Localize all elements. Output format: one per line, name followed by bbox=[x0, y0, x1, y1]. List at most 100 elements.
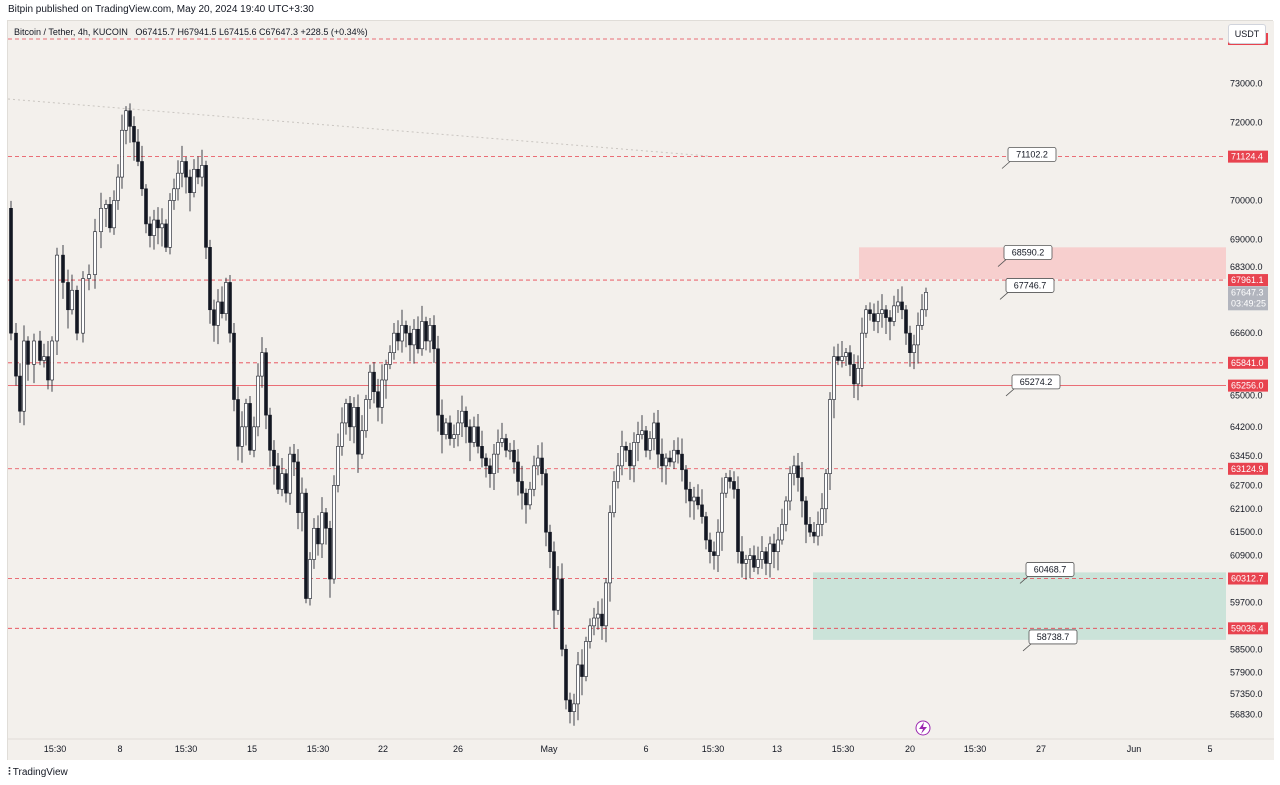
candle-up bbox=[173, 189, 176, 201]
time-axis bbox=[8, 739, 1274, 761]
candle-up bbox=[893, 306, 896, 322]
callout-pointer-2 bbox=[1000, 292, 1008, 299]
candle-up bbox=[557, 579, 560, 610]
candle-down bbox=[469, 427, 472, 443]
tradingview-logo[interactable]: ⫶ TradingView bbox=[8, 766, 68, 779]
candle-down bbox=[205, 165, 208, 247]
candle-down bbox=[325, 513, 328, 529]
callout-label-4: 60468.7 bbox=[1034, 564, 1067, 574]
candle-up bbox=[245, 403, 248, 426]
candle-down bbox=[477, 427, 480, 447]
candle-down bbox=[669, 458, 672, 462]
candle-down bbox=[157, 220, 160, 228]
candle-up bbox=[301, 493, 304, 513]
candle-up bbox=[825, 474, 828, 509]
candle-up bbox=[841, 357, 844, 361]
price-chart[interactable]: 71102.2 68590.2 67746.7 65274.2 60468.7 58738… bbox=[8, 21, 1274, 761]
candle-down bbox=[229, 282, 232, 333]
x-tick-label: 6 bbox=[643, 744, 648, 754]
candle-down bbox=[741, 552, 744, 564]
candle-down bbox=[305, 493, 308, 598]
candle-up bbox=[589, 626, 592, 642]
candle-up bbox=[717, 532, 720, 555]
callout-label-5: 58738.7 bbox=[1037, 632, 1070, 642]
candle-up bbox=[725, 478, 728, 494]
candle-down bbox=[869, 310, 872, 314]
candle-up bbox=[877, 314, 880, 322]
candle-down bbox=[62, 255, 65, 282]
callout-label-2: 67746.7 bbox=[1014, 280, 1047, 290]
candle-up bbox=[633, 442, 636, 465]
candle-up bbox=[33, 341, 36, 364]
candle-up bbox=[609, 513, 612, 583]
x-tick-label: Jun bbox=[1127, 744, 1142, 754]
candle-down bbox=[76, 290, 79, 333]
level-tag-label: 65256.0 bbox=[1231, 381, 1264, 391]
candle-down bbox=[645, 431, 648, 451]
candle-up bbox=[857, 368, 860, 384]
bar-countdown-label: 03:49:25 bbox=[1231, 298, 1266, 308]
candle-down bbox=[265, 353, 268, 415]
candle-up bbox=[281, 474, 284, 490]
candle-up bbox=[365, 400, 368, 431]
x-tick-label: 15 bbox=[247, 744, 257, 754]
candle-up bbox=[769, 544, 772, 564]
candle-down bbox=[581, 665, 584, 677]
candle-up bbox=[445, 423, 448, 435]
candle-down bbox=[67, 282, 70, 309]
x-tick-label: 15:30 bbox=[175, 744, 198, 754]
candle-up bbox=[105, 204, 108, 208]
candle-up bbox=[621, 446, 624, 466]
candle-down bbox=[545, 474, 548, 533]
candle-up bbox=[781, 524, 784, 540]
candle-down bbox=[213, 310, 216, 326]
y-tick-label: 70000.0 bbox=[1230, 196, 1263, 206]
candle-up bbox=[217, 302, 220, 325]
y-tick-label: 56830.0 bbox=[1230, 709, 1263, 719]
candle-down bbox=[329, 528, 332, 579]
candle-down bbox=[277, 466, 280, 489]
candle-up bbox=[785, 501, 788, 524]
candle-up bbox=[117, 177, 120, 200]
candle-up bbox=[369, 372, 372, 399]
candle-up bbox=[94, 232, 97, 275]
currency-button[interactable]: USDT bbox=[1228, 24, 1266, 44]
publisher-text: Bitpin published on TradingView.com, May… bbox=[8, 4, 314, 15]
candle-up bbox=[333, 485, 336, 579]
candle-up bbox=[649, 439, 652, 451]
candle-down bbox=[697, 497, 700, 505]
level-tag-label: 71124.4 bbox=[1231, 152, 1263, 162]
callout-label-3: 65274.2 bbox=[1020, 377, 1053, 387]
callout-pointer-5 bbox=[1023, 644, 1031, 651]
candle-down bbox=[849, 353, 852, 365]
candle-down bbox=[317, 528, 320, 544]
candle-up bbox=[389, 353, 392, 365]
chart-area[interactable]: 71102.2 68590.2 67746.7 65274.2 60468.7 58738… bbox=[7, 20, 1273, 760]
candle-up bbox=[861, 333, 864, 368]
candle-up bbox=[413, 329, 416, 345]
trend-line bbox=[8, 99, 708, 156]
candle-up bbox=[201, 165, 204, 177]
candle-up bbox=[253, 427, 256, 450]
candle-up bbox=[617, 466, 620, 482]
candle-up bbox=[913, 345, 916, 353]
current-price-label: 67647.3 bbox=[1231, 287, 1264, 297]
candle-down bbox=[713, 552, 716, 556]
candle-up bbox=[665, 458, 668, 466]
candle-up bbox=[509, 450, 512, 451]
candle-up bbox=[749, 556, 752, 560]
candle-down bbox=[433, 325, 436, 348]
candle-down bbox=[549, 532, 552, 552]
candle-down bbox=[813, 532, 816, 536]
level-tag-label: 67961.1 bbox=[1231, 275, 1264, 285]
tradingview-logo-icon: ⫶ bbox=[8, 766, 10, 779]
candle-down bbox=[809, 524, 812, 532]
candle-down bbox=[729, 478, 732, 482]
symbol-legend: Bitcoin / Tether, 4h, KUCOIN O67415.7 H6… bbox=[14, 27, 368, 37]
publisher-header: Bitpin published on TradingView.com, May… bbox=[0, 0, 1280, 20]
callout-label-0: 71102.2 bbox=[1016, 149, 1048, 159]
candle-up bbox=[341, 423, 344, 446]
candle-down bbox=[661, 454, 664, 466]
candle-down bbox=[397, 333, 400, 341]
candle-up bbox=[865, 310, 868, 333]
